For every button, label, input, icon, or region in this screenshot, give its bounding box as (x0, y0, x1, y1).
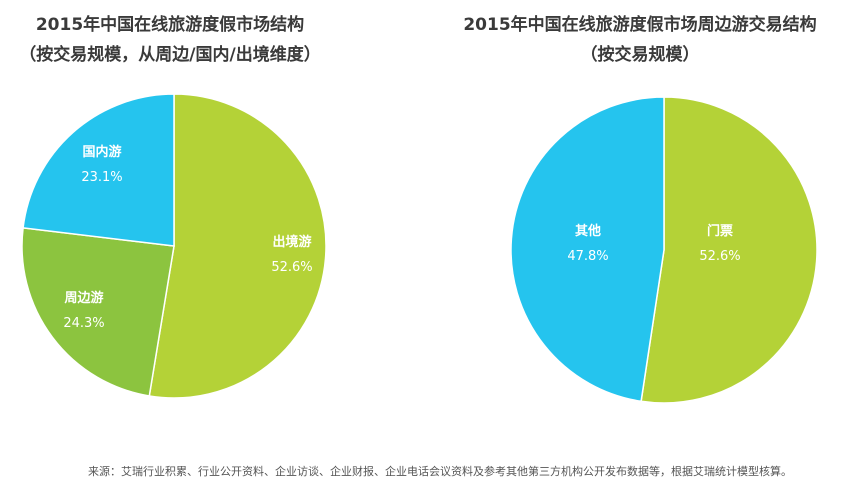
slice-value-label: 52.6% (699, 249, 740, 264)
source-note: 来源：艾瑞行业积累、行业公开资料、企业访谈、企业财报、企业电话会议资料及参考其他… (88, 465, 792, 478)
slice-value-label: 52.6% (271, 260, 312, 275)
pie-slice-2 (21, 227, 175, 397)
pie-slice-2 (510, 96, 665, 403)
chart-right: 2015年中国在线旅游度假市场周边游交易结构 （按交易规模） 门票 52.6% 其他… (430, 0, 860, 470)
slice-label: 国内游 (82, 144, 121, 160)
pie-slice-3 (22, 93, 175, 247)
chart-subtitle: （按交易规模） (580, 45, 700, 65)
slice-value-label: 47.8% (567, 249, 608, 264)
slice-label: 其他 (575, 223, 601, 239)
slice-label: 出境游 (272, 234, 311, 250)
chart-subtitle: （按交易规模，从周边/国内/出境维度） (19, 45, 321, 65)
slice-value-label: 23.1% (81, 170, 122, 185)
chart-title: 2015年中国在线旅游度假市场结构 (35, 15, 305, 35)
pie-chart-weekend-tour-structure: 门票 52.6% 其他 47.8% (510, 96, 818, 404)
slice-label: 门票 (707, 223, 733, 239)
pie-slice-1 (640, 96, 818, 404)
slice-value-label: 24.3% (63, 316, 104, 331)
chart-left: 2015年中国在线旅游度假市场结构 （按交易规模，从周边/国内/出境维度） 出境… (0, 0, 430, 470)
pie-chart-market-structure: 出境游 52.6% 周边游 24.3% 国内游 23.1% (21, 93, 327, 399)
pie-slice-1 (148, 93, 327, 399)
slice-label: 周边游 (64, 290, 103, 306)
chart-title: 2015年中国在线旅游度假市场周边游交易结构 (463, 15, 817, 35)
